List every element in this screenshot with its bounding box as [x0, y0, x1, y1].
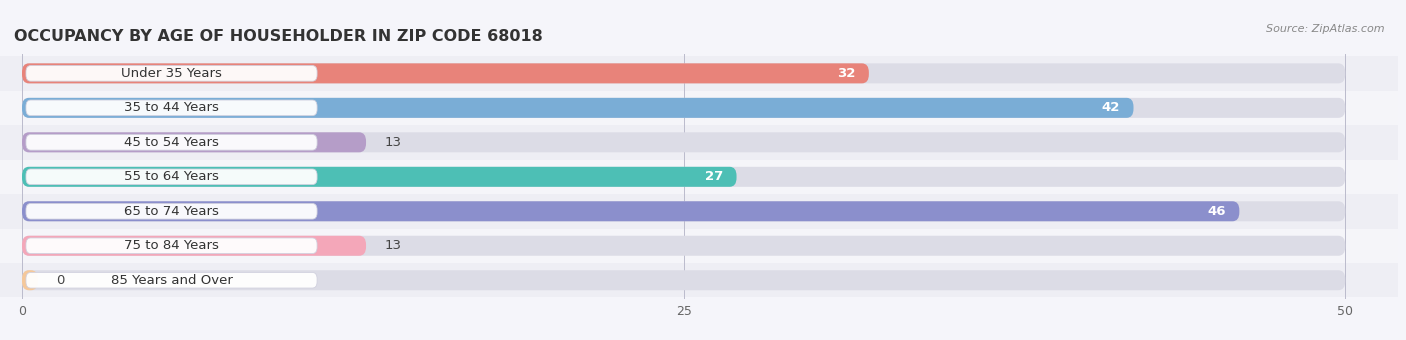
- Text: 32: 32: [837, 67, 856, 80]
- FancyBboxPatch shape: [25, 238, 318, 254]
- Text: 13: 13: [385, 136, 402, 149]
- FancyBboxPatch shape: [22, 132, 366, 152]
- FancyBboxPatch shape: [22, 270, 1346, 290]
- FancyBboxPatch shape: [22, 98, 1133, 118]
- FancyBboxPatch shape: [22, 132, 1346, 152]
- FancyBboxPatch shape: [22, 270, 38, 290]
- Text: 45 to 54 Years: 45 to 54 Years: [124, 136, 219, 149]
- FancyBboxPatch shape: [22, 167, 1346, 187]
- Text: 75 to 84 Years: 75 to 84 Years: [124, 239, 219, 252]
- Bar: [0, 56, 1398, 90]
- Bar: [0, 159, 1398, 194]
- FancyBboxPatch shape: [22, 63, 869, 83]
- FancyBboxPatch shape: [22, 201, 1239, 221]
- FancyBboxPatch shape: [25, 203, 318, 219]
- FancyBboxPatch shape: [22, 236, 1346, 256]
- FancyBboxPatch shape: [25, 169, 318, 185]
- FancyBboxPatch shape: [25, 135, 318, 150]
- FancyBboxPatch shape: [22, 201, 1346, 221]
- Text: 42: 42: [1102, 101, 1121, 114]
- FancyBboxPatch shape: [22, 98, 1346, 118]
- FancyBboxPatch shape: [25, 272, 318, 288]
- Text: 55 to 64 Years: 55 to 64 Years: [124, 170, 219, 183]
- Text: 46: 46: [1208, 205, 1226, 218]
- Text: 0: 0: [56, 274, 65, 287]
- Text: 27: 27: [704, 170, 723, 183]
- FancyBboxPatch shape: [22, 236, 366, 256]
- Text: 35 to 44 Years: 35 to 44 Years: [124, 101, 219, 114]
- Bar: [0, 228, 1398, 263]
- Text: Source: ZipAtlas.com: Source: ZipAtlas.com: [1267, 24, 1385, 34]
- Bar: [0, 125, 1398, 159]
- FancyBboxPatch shape: [22, 63, 1346, 83]
- Bar: [0, 263, 1398, 298]
- Text: 65 to 74 Years: 65 to 74 Years: [124, 205, 219, 218]
- Bar: [0, 194, 1398, 228]
- Text: Under 35 Years: Under 35 Years: [121, 67, 222, 80]
- Text: 85 Years and Over: 85 Years and Over: [111, 274, 232, 287]
- Bar: [0, 90, 1398, 125]
- Text: 13: 13: [385, 239, 402, 252]
- FancyBboxPatch shape: [22, 167, 737, 187]
- FancyBboxPatch shape: [25, 66, 318, 81]
- FancyBboxPatch shape: [25, 100, 318, 116]
- Text: OCCUPANCY BY AGE OF HOUSEHOLDER IN ZIP CODE 68018: OCCUPANCY BY AGE OF HOUSEHOLDER IN ZIP C…: [14, 29, 543, 44]
